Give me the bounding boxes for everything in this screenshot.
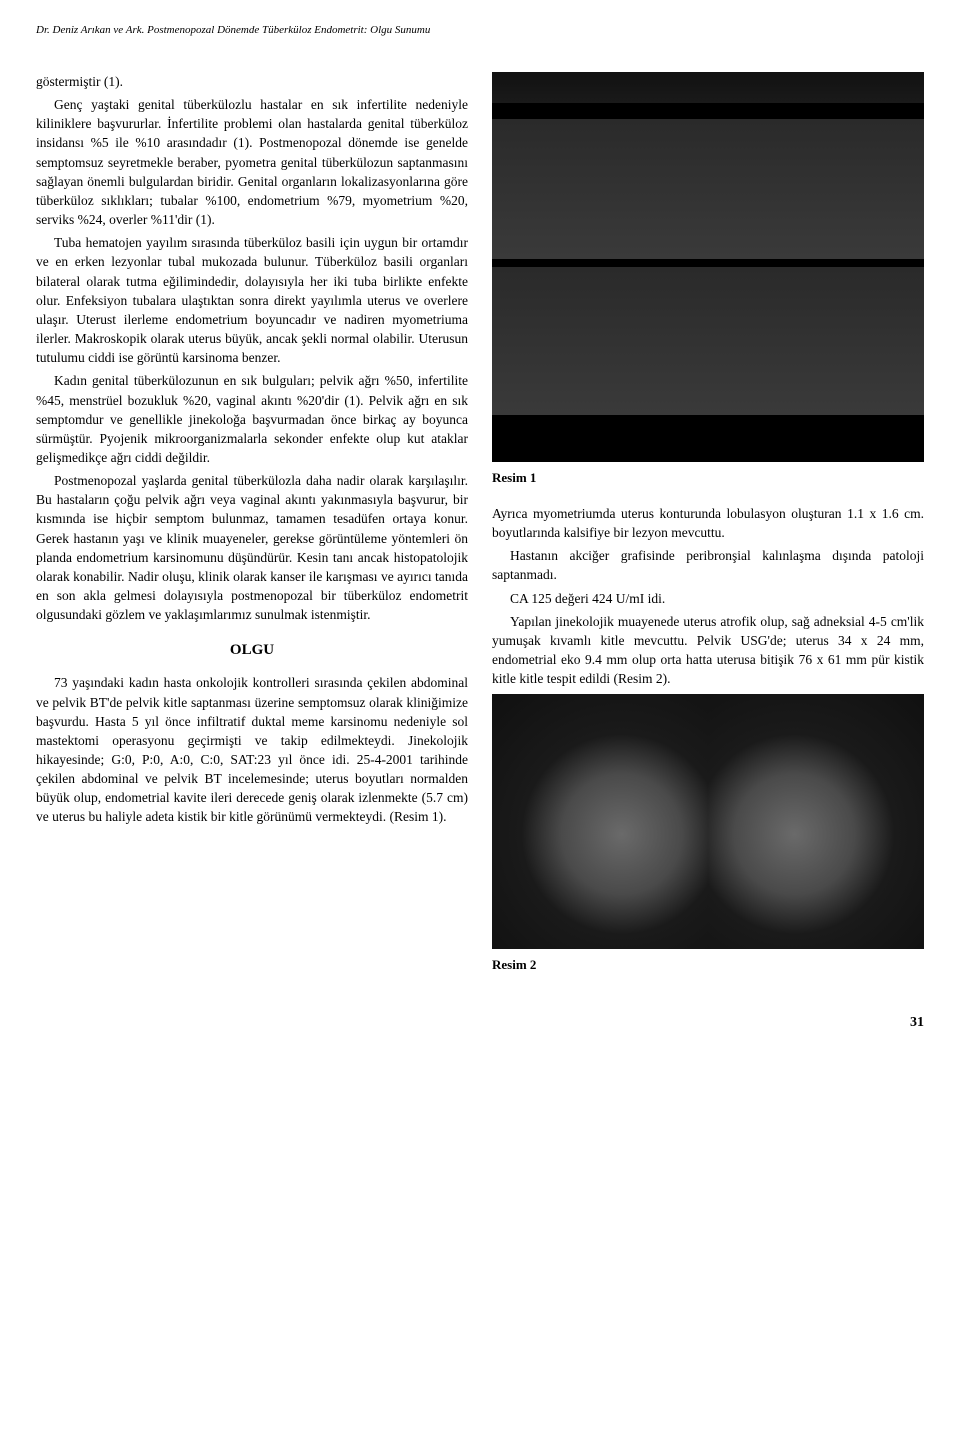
para-6: 73 yaşındaki kadın hasta onkolojik kontr… xyxy=(36,673,468,826)
running-header: Dr. Deniz Arıkan ve Ark. Postmenopozal D… xyxy=(36,24,924,36)
figure-1-image xyxy=(492,72,924,462)
page-number: 31 xyxy=(36,1015,924,1031)
para-4: Kadın genital tüberkülozunun en sık bulg… xyxy=(36,371,468,467)
left-column: göstermiştir (1). Genç yaştaki genital t… xyxy=(36,72,468,991)
para-1: göstermiştir (1). xyxy=(36,72,468,91)
right-body: Ayrıca myometriumda uterus konturunda lo… xyxy=(492,504,924,688)
figure-2-caption: Resim 2 xyxy=(492,957,924,973)
right-para-3: CA 125 değeri 424 U/mI idi. xyxy=(492,589,924,608)
right-para-4: Yapılan jinekolojik muayenede uterus atr… xyxy=(492,612,924,689)
right-para-2: Hastanın akciğer grafisinde peribronşial… xyxy=(492,546,924,584)
right-column: Resim 1 Ayrıca myometriumda uterus kontu… xyxy=(492,72,924,991)
left-body: göstermiştir (1). Genç yaştaki genital t… xyxy=(36,72,468,624)
right-para-1: Ayrıca myometriumda uterus konturunda lo… xyxy=(492,504,924,542)
para-5: Postmenopozal yaşlarda genital tüberkülo… xyxy=(36,471,468,624)
para-3: Tuba hematojen yayılım sırasında tüberkü… xyxy=(36,233,468,367)
main-two-column: göstermiştir (1). Genç yaştaki genital t… xyxy=(36,72,924,991)
figure-1-caption: Resim 1 xyxy=(492,470,924,486)
left-body-olgu: 73 yaşındaki kadın hasta onkolojik kontr… xyxy=(36,673,468,826)
figure-2-image xyxy=(492,694,924,949)
para-2: Genç yaştaki genital tüberkülozlu hastal… xyxy=(36,95,468,229)
section-heading-olgu: OLGU xyxy=(36,642,468,659)
